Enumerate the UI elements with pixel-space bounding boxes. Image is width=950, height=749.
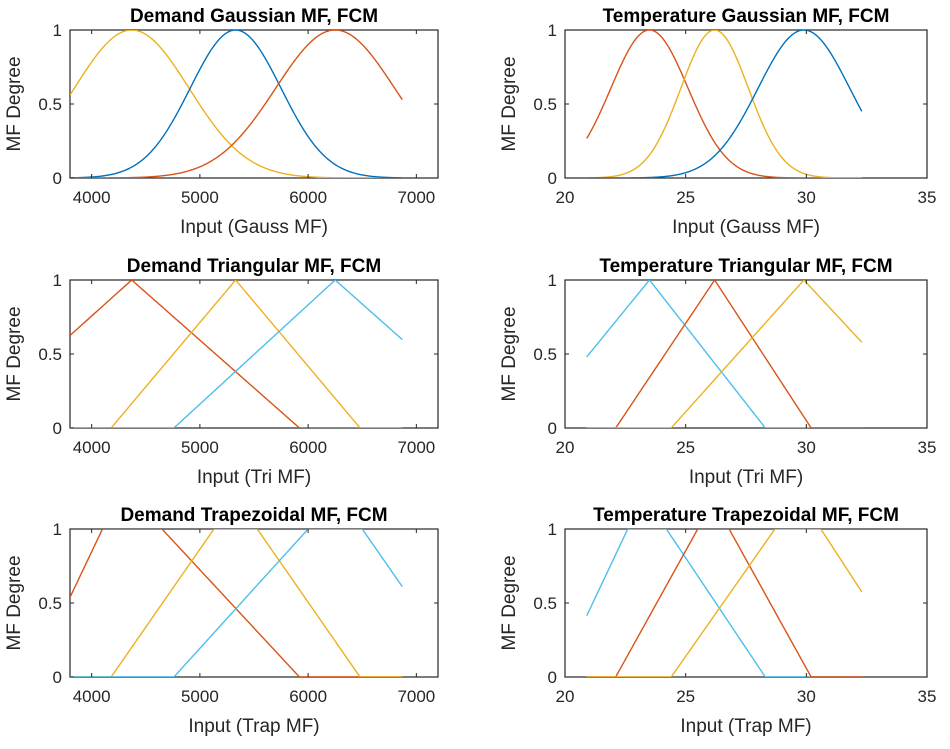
axes-box bbox=[564, 528, 928, 678]
x-tick-label: 7000 bbox=[397, 188, 435, 207]
series-line-mf3 bbox=[586, 529, 863, 677]
subplot-5: 4000 5000 6000 7000 0 0.5 1 Demand Trapezoidal … bbox=[4, 505, 439, 737]
series-line-mf1 bbox=[586, 280, 862, 428]
series-line-mf1 bbox=[70, 280, 403, 428]
y-tick-label: 0.5 bbox=[533, 95, 557, 114]
x-axis-label: Input (Gauss MF) bbox=[672, 217, 820, 238]
x-axis-label: Input (Tri MF) bbox=[197, 467, 311, 488]
y-tick-label: 1 bbox=[548, 21, 557, 40]
axes-box bbox=[564, 29, 928, 179]
series-line-mf1 bbox=[70, 30, 403, 178]
y-axis-label: MF Degree bbox=[4, 306, 25, 401]
x-axis-label: Input (Trap MF) bbox=[680, 716, 811, 737]
y-tick-label: 0 bbox=[53, 668, 62, 687]
series-line-mf2 bbox=[70, 30, 403, 178]
series-line-mf3 bbox=[70, 280, 403, 428]
series-line-mf3 bbox=[586, 280, 863, 428]
y-tick-label: 0.5 bbox=[38, 95, 62, 114]
chart-title: Demand Gaussian MF, FCM bbox=[130, 6, 378, 27]
x-tick-label: 20 bbox=[556, 687, 575, 706]
subplot-3: 4000 5000 6000 7000 0 0.5 1 Demand Triangular M… bbox=[4, 256, 439, 488]
x-tick-label: 30 bbox=[797, 188, 816, 207]
y-tick-label: 0.5 bbox=[38, 594, 62, 613]
y-axis-label: MF Degree bbox=[499, 555, 520, 650]
x-tick-label: 25 bbox=[676, 438, 695, 457]
subplot-6: 20 25 30 35 0 0.5 1 Temperature Trapezoidal MF,… bbox=[499, 505, 936, 737]
x-tick-label: 35 bbox=[918, 438, 937, 457]
series-line-mf2 bbox=[586, 30, 862, 178]
series-line-mf2 bbox=[586, 280, 862, 428]
y-tick-label: 0 bbox=[53, 419, 62, 438]
x-tick-label: 4000 bbox=[73, 438, 111, 457]
y-tick-label: 1 bbox=[53, 520, 62, 539]
x-tick-label: 25 bbox=[676, 687, 695, 706]
x-tick-label: 20 bbox=[556, 188, 575, 207]
y-axis-label: MF Degree bbox=[499, 306, 520, 401]
y-tick-label: 0 bbox=[548, 169, 557, 188]
axes-box bbox=[564, 279, 928, 429]
y-axis-label: MF Degree bbox=[499, 56, 520, 151]
x-tick-label: 7000 bbox=[397, 687, 435, 706]
chart-title: Temperature Triangular MF, FCM bbox=[599, 256, 892, 277]
x-tick-label: 4000 bbox=[73, 687, 111, 706]
x-axis-label: Input (Tri MF) bbox=[689, 467, 803, 488]
x-tick-label: 6000 bbox=[289, 438, 327, 457]
subplot-4: 20 25 30 35 0 0.5 1 Temperature Triangular MF, … bbox=[499, 256, 936, 488]
x-tick-label: 5000 bbox=[181, 188, 219, 207]
x-tick-label: 7000 bbox=[397, 438, 435, 457]
x-tick-label: 25 bbox=[676, 188, 695, 207]
x-tick-label: 4000 bbox=[73, 188, 111, 207]
series-line-mf3 bbox=[586, 30, 863, 178]
y-tick-label: 1 bbox=[53, 21, 62, 40]
y-axis-label: MF Degree bbox=[4, 555, 25, 650]
series-line-mf3 bbox=[70, 529, 403, 677]
chart-title: Demand Trapezoidal MF, FCM bbox=[120, 505, 387, 526]
y-tick-label: 0 bbox=[548, 668, 557, 687]
chart-title: Temperature Trapezoidal MF, FCM bbox=[593, 505, 899, 526]
chart-title: Temperature Gaussian MF, FCM bbox=[603, 6, 890, 27]
series-line-mf2 bbox=[586, 529, 862, 677]
axes-box bbox=[69, 528, 439, 678]
x-tick-label: 6000 bbox=[289, 687, 327, 706]
series-line-mf1 bbox=[586, 30, 862, 178]
y-tick-label: 0.5 bbox=[533, 345, 557, 364]
series-line-mf2 bbox=[70, 280, 403, 428]
y-tick-label: 0.5 bbox=[38, 345, 62, 364]
y-tick-label: 1 bbox=[53, 271, 62, 290]
y-tick-label: 1 bbox=[548, 271, 557, 290]
x-axis-label: Input (Trap MF) bbox=[188, 716, 319, 737]
x-tick-label: 5000 bbox=[181, 438, 219, 457]
axes-box bbox=[69, 29, 439, 179]
y-axis-label: MF Degree bbox=[4, 56, 25, 151]
x-tick-label: 5000 bbox=[181, 687, 219, 706]
x-tick-label: 30 bbox=[797, 687, 816, 706]
y-tick-label: 0 bbox=[53, 169, 62, 188]
x-tick-label: 20 bbox=[556, 438, 575, 457]
x-tick-label: 35 bbox=[918, 188, 937, 207]
x-axis-label: Input (Gauss MF) bbox=[180, 217, 328, 238]
subplot-1: 4000 5000 6000 7000 0 0.5 1 Demand Gaussian MF,… bbox=[4, 6, 439, 238]
series-line-mf1 bbox=[586, 529, 862, 677]
chart-title: Demand Triangular MF, FCM bbox=[127, 256, 381, 277]
x-tick-label: 35 bbox=[918, 687, 937, 706]
x-tick-label: 6000 bbox=[289, 188, 327, 207]
y-tick-label: 0 bbox=[548, 419, 557, 438]
series-line-mf3 bbox=[70, 30, 403, 178]
subplot-2: 20 25 30 35 0 0.5 1 Temperature Gaussian MF, FC… bbox=[499, 6, 936, 238]
x-tick-label: 30 bbox=[797, 438, 816, 457]
y-tick-label: 0.5 bbox=[533, 594, 557, 613]
series-line-mf2 bbox=[70, 529, 403, 677]
y-tick-label: 1 bbox=[548, 520, 557, 539]
